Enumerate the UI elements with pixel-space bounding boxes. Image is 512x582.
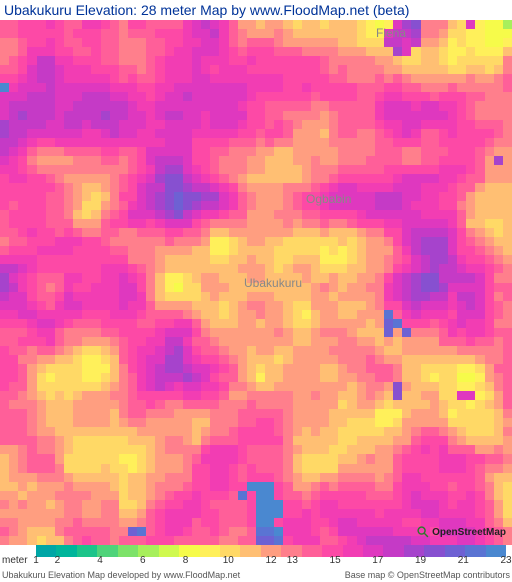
legend-value: 6: [140, 555, 146, 566]
legend-value: 8: [183, 555, 189, 566]
legend-value: 17: [372, 555, 383, 566]
legend-value: 1: [33, 555, 39, 566]
legend-value: 4: [97, 555, 103, 566]
elevation-map: FienaOgbabinUbakukuru OpenStreetMap: [0, 20, 512, 545]
magnifier-icon: [416, 525, 430, 539]
footer: Ubakukuru Elevation Map developed by www…: [0, 570, 512, 582]
legend-unit-label: meter: [2, 555, 28, 566]
legend-value: 13: [287, 555, 298, 566]
footer-left: Ubakukuru Elevation Map developed by www…: [2, 570, 240, 580]
heatmap-grid: [0, 20, 512, 545]
legend-value: 12: [265, 555, 276, 566]
osm-attribution: OpenStreetMap: [416, 525, 506, 539]
legend-value: 21: [458, 555, 469, 566]
legend-value: 2: [55, 555, 61, 566]
legend-value: 19: [415, 555, 426, 566]
elevation-legend: meter 124681012131517192123: [0, 545, 512, 569]
osm-text: OpenStreetMap: [432, 527, 506, 538]
legend-value: 15: [330, 555, 341, 566]
legend-value: 10: [223, 555, 234, 566]
legend-value-labels: 124681012131517192123: [36, 555, 506, 567]
page-title: Ubakukuru Elevation: 28 meter Map by www…: [0, 0, 512, 20]
footer-right: Base map © OpenStreetMap contributors: [345, 570, 510, 580]
legend-value: 23: [500, 555, 511, 566]
